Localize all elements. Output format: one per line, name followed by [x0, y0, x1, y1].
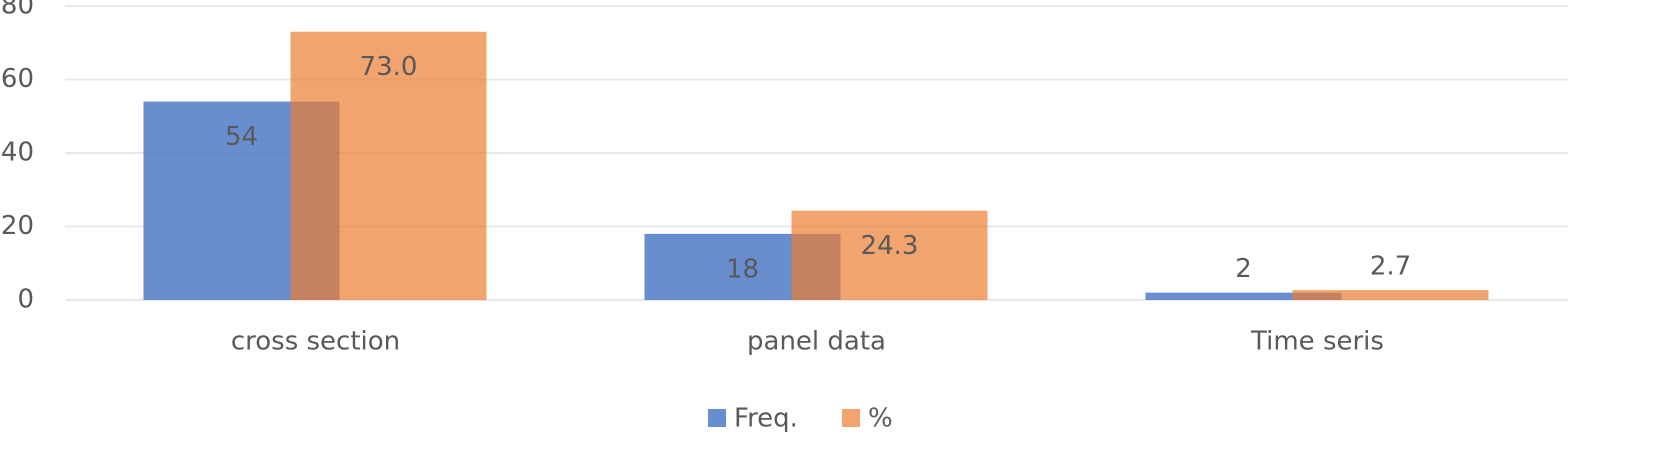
- x-tick-label: cross section: [231, 327, 400, 357]
- data-label: 24.3: [861, 231, 919, 261]
- legend-swatch: [708, 409, 726, 427]
- legend-label: Freq.: [734, 404, 798, 434]
- y-tick-label: 0: [17, 285, 34, 315]
- y-tick-label: 20: [1, 211, 34, 241]
- legend-label: %: [868, 404, 893, 434]
- y-tick-label: 60: [1, 64, 34, 94]
- bar: [1145, 292, 1342, 300]
- data-label: 2: [1235, 254, 1252, 284]
- y-tick-label: 40: [1, 138, 34, 168]
- data-label: 54: [225, 122, 258, 152]
- x-tick-label: Time seris: [1250, 327, 1384, 357]
- y-tick-label: 80: [1, 0, 34, 21]
- bar: [791, 210, 988, 300]
- bar: [290, 31, 487, 300]
- bar: [1292, 290, 1489, 300]
- x-tick-label: panel data: [747, 327, 886, 357]
- data-label: 2.7: [1370, 252, 1411, 282]
- data-label: 18: [726, 254, 759, 284]
- data-label: 73.0: [360, 52, 418, 82]
- legend-swatch: [842, 409, 860, 427]
